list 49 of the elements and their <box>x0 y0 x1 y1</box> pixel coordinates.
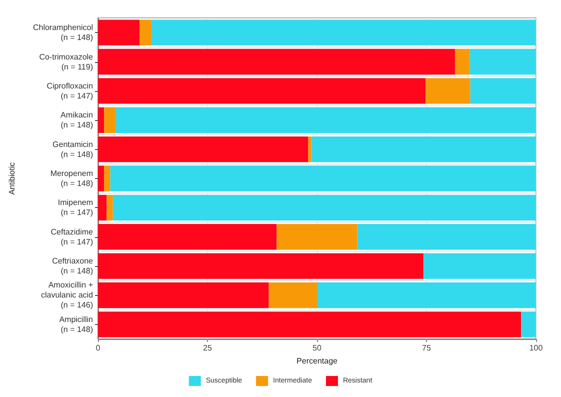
bar <box>106 194 113 221</box>
bar <box>98 136 308 162</box>
y-tick-label: Amikacin (n = 148) <box>60 110 94 130</box>
y-tick-label: Ciprofloxacin (n = 147) <box>46 81 94 100</box>
y-tick-label: Meropenem (n = 148) <box>50 169 94 188</box>
x-tick-label: 0 <box>96 344 101 352</box>
bar <box>104 107 116 133</box>
x-tick-label: 75 <box>422 344 432 352</box>
bar <box>98 78 426 104</box>
bar <box>308 136 312 162</box>
bar <box>110 166 536 192</box>
bar <box>423 253 536 279</box>
bar <box>104 166 110 192</box>
bar <box>98 282 269 308</box>
y-tick-label: Imipenem (n = 147) <box>58 198 94 218</box>
bar <box>98 166 104 192</box>
bar <box>426 78 470 104</box>
bar <box>268 282 317 308</box>
bar <box>98 107 104 133</box>
y-tick-label: Gentamicin (n = 148) <box>52 140 94 159</box>
bar <box>98 312 522 338</box>
bar <box>98 48 455 75</box>
y-tick-label: Ceftazidime (n = 147) <box>50 227 94 246</box>
bar <box>311 136 536 162</box>
x-axis-title: Percentage <box>296 356 338 366</box>
x-tick-label: 25 <box>203 344 212 352</box>
y-tick-label: Ampicillin (n = 148) <box>59 314 94 334</box>
bar <box>357 224 536 250</box>
bar <box>454 48 470 75</box>
bar <box>521 312 536 338</box>
bar <box>140 20 152 46</box>
bar <box>116 107 536 133</box>
y-tick-label: Ceftriaxone (n = 148) <box>52 256 94 276</box>
bar <box>317 282 536 308</box>
bar <box>98 194 107 221</box>
bar <box>470 48 536 75</box>
bar <box>276 224 358 250</box>
bar <box>98 253 424 279</box>
y-tick-label: Chloramphenicol (n = 148) <box>32 23 94 42</box>
bar <box>98 20 140 46</box>
bar <box>151 20 536 46</box>
bar <box>98 224 277 250</box>
x-tick-label: 100 <box>529 344 544 352</box>
y-tick-label: Co-trimoxazole (n = 119) <box>39 52 94 72</box>
x-tick-label: 50 <box>312 344 322 352</box>
y-axis-title: Antibiotic <box>8 162 16 195</box>
y-tick-label: Amoxicillin + clavulanic acid (n = 146) <box>40 280 94 310</box>
bar <box>112 194 536 221</box>
bar <box>470 78 536 104</box>
